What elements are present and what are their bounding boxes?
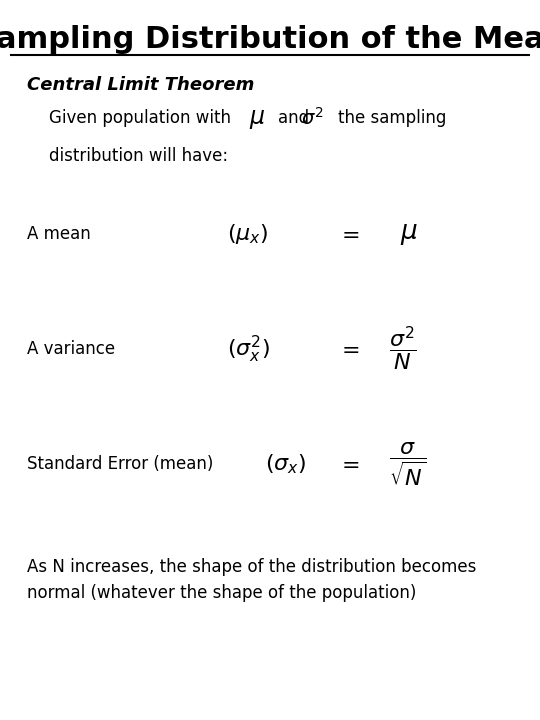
Text: $(\sigma_x^2)$: $(\sigma_x^2)$: [227, 333, 270, 365]
Text: $\mu$: $\mu$: [249, 107, 266, 131]
Text: As N increases, the shape of the distribution becomes
normal (whatever the shape: As N increases, the shape of the distrib…: [27, 558, 476, 603]
Text: Given population with: Given population with: [49, 109, 231, 127]
Text: Standard Error (mean): Standard Error (mean): [27, 455, 213, 474]
Text: $(\sigma_x)$: $(\sigma_x)$: [265, 453, 306, 476]
Text: $=$: $=$: [337, 224, 360, 244]
Text: the sampling: the sampling: [338, 109, 446, 127]
Text: distribution will have:: distribution will have:: [49, 147, 228, 165]
Text: $=$: $=$: [337, 339, 360, 359]
Text: $=$: $=$: [337, 454, 360, 474]
Text: $\dfrac{\sigma^2}{N}$: $\dfrac{\sigma^2}{N}$: [389, 325, 416, 373]
Text: Central Limit Theorem: Central Limit Theorem: [27, 76, 254, 94]
Text: Sampling Distribution of the Mean: Sampling Distribution of the Mean: [0, 25, 540, 54]
Text: $\dfrac{\sigma}{\sqrt{N}}$: $\dfrac{\sigma}{\sqrt{N}}$: [389, 441, 426, 488]
Text: $\mu$: $\mu$: [400, 221, 417, 247]
Text: A variance: A variance: [27, 340, 115, 358]
Text: A mean: A mean: [27, 225, 91, 243]
Text: $(\mu_x)$: $(\mu_x)$: [227, 222, 268, 246]
Text: $\sigma^2$: $\sigma^2$: [301, 107, 324, 129]
Text: and: and: [278, 109, 309, 127]
